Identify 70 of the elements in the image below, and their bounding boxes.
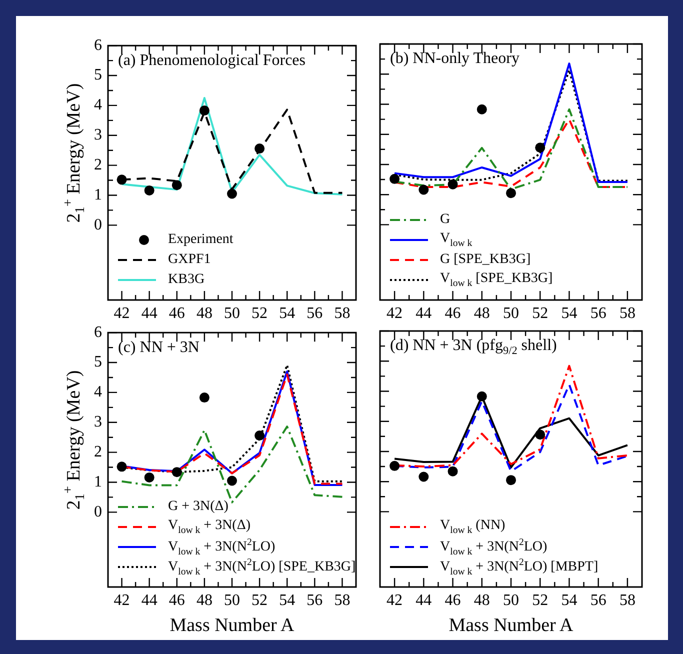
y-tick-label: 2 (94, 444, 102, 461)
x-axis-title: Mass Number A (170, 615, 294, 637)
x-tick-label: 58 (334, 592, 350, 609)
x-axis-title: Mass Number A (448, 615, 574, 637)
chart-title: (d) NN + 3N (pfg$_{9/2}$ shell) (390, 337, 557, 358)
x-tick-label: 58 (619, 592, 636, 609)
legend-label: V$_{low k}$ (440, 231, 472, 249)
legend-label: V$_{low k}$ + 3N(N$^{2}$LO) [MBPT] (440, 556, 598, 578)
x-tick-label: 50 (224, 592, 240, 609)
x-tick-label: 48 (196, 592, 212, 609)
y-tick-label: 1 (94, 186, 102, 204)
chart-title: (a) Phenomenological Forces (118, 52, 306, 70)
x-tick-label: 54 (279, 592, 296, 609)
y-tick-label: 5 (94, 66, 102, 84)
chart-title: (c) NN + 3N (118, 338, 200, 357)
legend-label: V$_{low k}$ + 3N(Δ) (168, 518, 251, 536)
x-tick-label: 48 (474, 304, 490, 322)
x-tick-label: 44 (416, 592, 432, 609)
x-tick-label: 48 (196, 304, 212, 322)
x-tick-label: 46 (168, 592, 185, 609)
legend-label: G (440, 212, 450, 228)
x-tick-label: 58 (619, 304, 636, 322)
x-tick-label: 52 (252, 304, 268, 322)
x-tick-label: 42 (114, 592, 130, 609)
legend-label: KB3G (168, 272, 205, 288)
x-tick-label: 50 (224, 304, 240, 322)
legend-label: Experiment (168, 232, 234, 248)
legend-label: G + 3N(Δ) (168, 499, 228, 515)
x-tick-label: 48 (474, 592, 490, 609)
x-tick-label: 56 (306, 592, 323, 609)
legend-label: G [SPE_KB3G] (440, 252, 531, 268)
x-tick-label: 42 (386, 592, 403, 609)
x-tick-label: 44 (141, 304, 158, 322)
y-tick-label: 3 (94, 414, 102, 431)
x-tick-label: 50 (503, 304, 519, 322)
x-tick-label: 52 (532, 592, 548, 609)
x-tick-label: 56 (306, 304, 323, 322)
y-tick-label: 6 (94, 324, 102, 341)
x-tick-label: 56 (590, 592, 606, 609)
y-tick-label: 4 (94, 384, 102, 401)
chart-title: (b) NN-only Theory (390, 50, 520, 68)
legend-label: V$_{low k}$ + 3N(N$^{2}$LO) [SPE_KB3G] (168, 556, 356, 578)
x-tick-label: 42 (114, 304, 130, 322)
legend-label: V$_{low k}$ (NN) (440, 518, 506, 536)
legend-label: GXPF1 (168, 252, 211, 268)
y-tick-label: 4 (94, 96, 102, 114)
x-tick-label: 46 (168, 304, 185, 322)
x-tick-label: 54 (279, 304, 296, 322)
x-tick-label: 58 (334, 304, 350, 322)
legend-label: V$_{low k}$ + 3N(N$^{2}$LO) (440, 536, 548, 558)
y-tick-label: 1 (94, 473, 102, 490)
x-tick-label: 50 (503, 592, 519, 609)
y-tick-label: 5 (94, 354, 102, 371)
x-tick-label: 44 (141, 592, 158, 609)
y-tick-label: 2 (94, 156, 102, 174)
x-tick-label: 42 (386, 304, 403, 322)
x-tick-label: 52 (532, 304, 548, 322)
legend-label: V$_{low k}$ + 3N(N$^{2}$LO) (168, 536, 276, 558)
x-tick-label: 54 (561, 592, 578, 609)
y-tick-label: 6 (94, 36, 102, 54)
x-tick-label: 46 (444, 304, 461, 322)
x-tick-label: 52 (252, 592, 268, 609)
y-tick-label: 0 (94, 216, 102, 234)
legend-label: V$_{low k}$ [SPE_KB3G] (440, 271, 553, 289)
x-tick-label: 54 (561, 304, 578, 322)
y-tick-label: 3 (94, 126, 102, 144)
x-tick-label: 46 (444, 592, 461, 609)
y-tick-label: 0 (94, 503, 102, 520)
x-tick-label: 56 (590, 304, 606, 322)
x-tick-label: 44 (416, 304, 432, 322)
